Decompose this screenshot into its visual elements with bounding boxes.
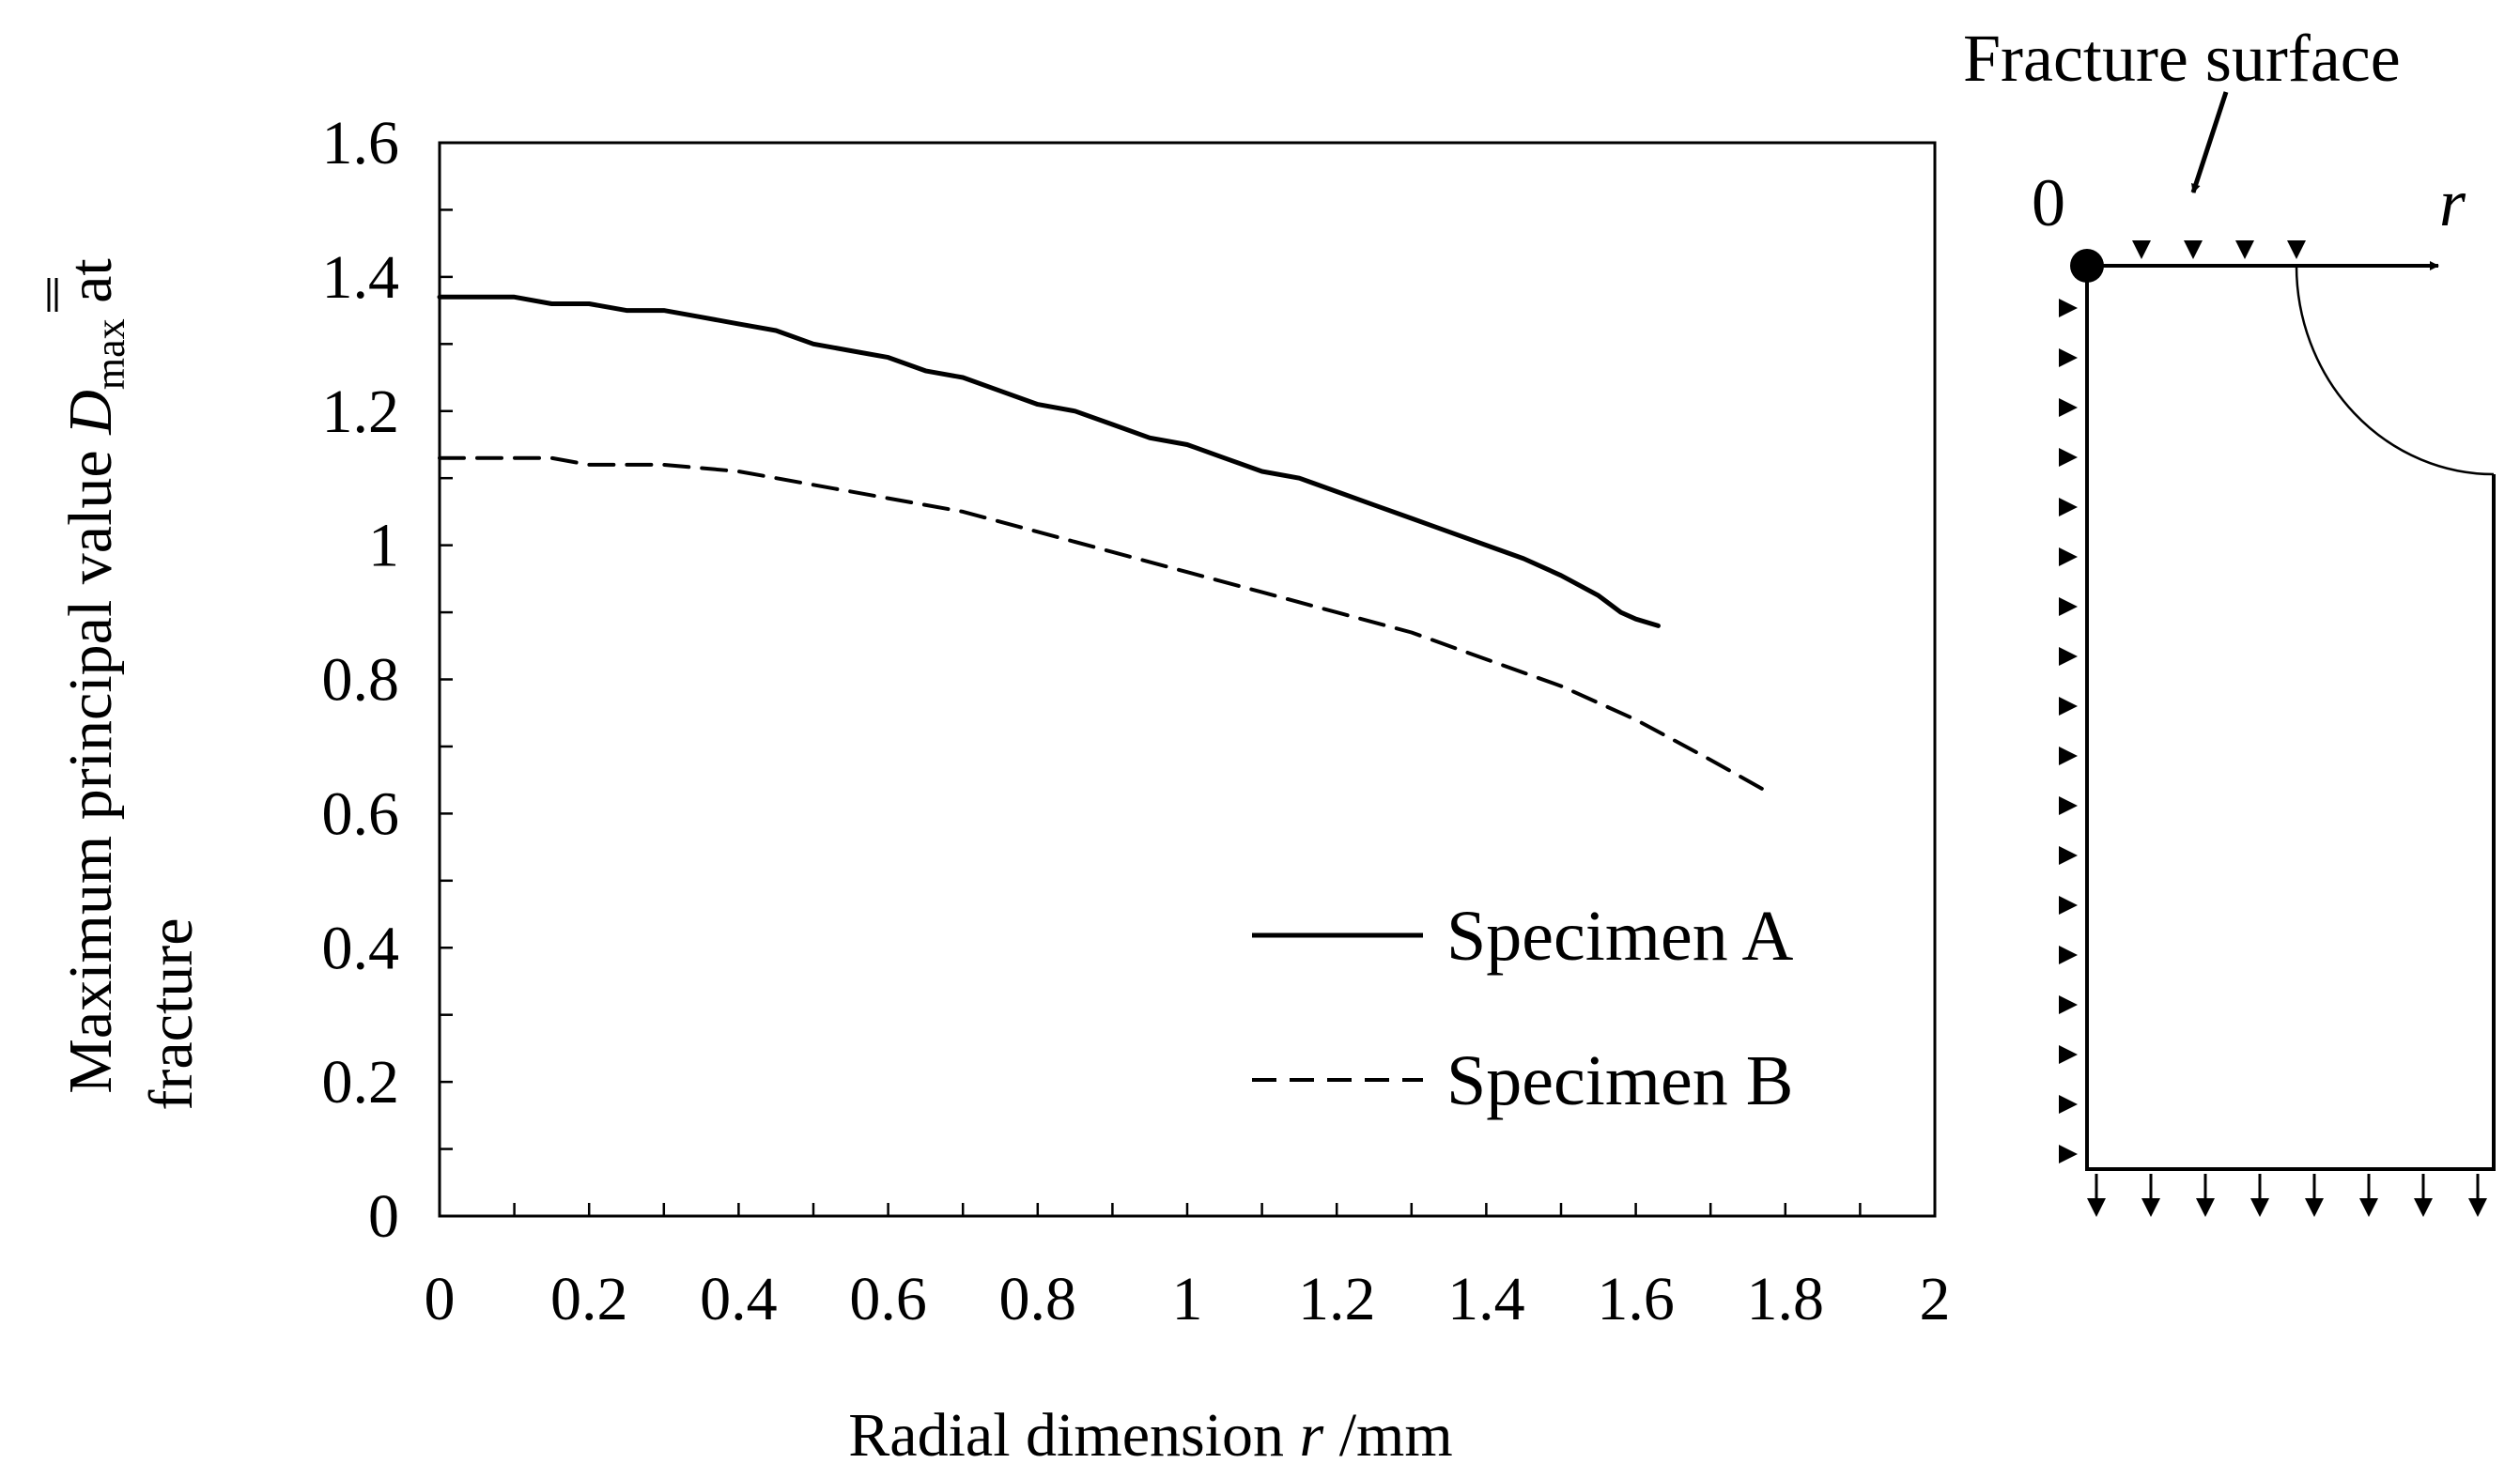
y-tick-label: 1.4 [322,243,400,312]
load-arrow-head [2359,1198,2378,1217]
x-axis-ticks [438,1203,1937,1216]
notch-arc [2295,265,2495,476]
series-line-specimen-a [437,294,1661,628]
specimen-outline [2085,266,2496,1171]
y-axis-title-line-1: Maximum principal value Dmax at [56,258,133,1094]
load-arrow-head [2468,1198,2487,1217]
y-tick-label: 1.2 [322,377,400,446]
y-axis-title: Maximum principal value Dmax at fracture [47,258,206,1111]
top-boundary-triangle [2132,240,2151,259]
bottom-load-arrows [2087,1174,2487,1217]
fracture-surface-label: Fracture surface [1963,21,2401,96]
left-boundary-triangle [2059,299,2078,317]
left-boundary-triangle [2059,1095,2078,1114]
series-lines [437,294,1772,795]
fracture-surface-pointer-arrow [2190,91,2229,193]
x-axis-title: Radial dimension r /mm [848,1401,1452,1470]
r-axis-label: r [2439,165,2466,240]
load-arrow-head [2250,1198,2269,1217]
load-arrow-head [2087,1198,2106,1217]
left-boundary-triangle [2059,597,2078,616]
left-boundary-triangle [2059,498,2078,516]
y-tick-label: 0.4 [322,914,400,982]
y-tick-label: 0.6 [322,779,400,848]
y-tick-label: 1.6 [322,109,400,177]
left-boundary-triangle [2059,796,2078,815]
left-boundary-triangle [2059,448,2078,467]
origin-label: 0 [2032,165,2065,240]
left-boundary-triangle [2059,995,2078,1014]
left-boundary-triangle [2059,896,2078,915]
x-tick-label: 0.8 [999,1265,1077,1333]
chart: 0 0.2 0.4 0.6 0.8 1 1.2 1.4 1.6 0 0.2 0.4 0.6 0.8 1 1.… [47,109,1951,1470]
legend-label-specimen-a: Specimen A [1446,897,1794,976]
load-arrow-head [2414,1198,2433,1217]
load-arrow-head [2196,1198,2215,1217]
y-axis-title-line-2: fracture [137,917,206,1110]
x-tick-label: 1.6 [1597,1265,1675,1333]
left-boundary-triangle [2059,1145,2078,1163]
left-boundary-triangle [2059,697,2078,716]
x-tick-label: 0.4 [700,1265,778,1333]
left-boundary-triangle [2059,647,2078,666]
top-boundary-triangle [2287,240,2306,259]
x-tick-label: 0.2 [550,1265,628,1333]
legend-label-specimen-b: Specimen B [1446,1041,1793,1120]
left-boundary-triangle [2059,348,2078,367]
x-tick-label: 0 [425,1265,456,1333]
x-tick-label: 1.4 [1447,1265,1525,1333]
legend: Specimen A Specimen B [1252,897,1794,1120]
x-tick-label: 1.8 [1747,1265,1825,1333]
left-boundary-triangle [2059,1045,2078,1064]
y-tick-label: 0 [368,1182,399,1251]
x-axis-tick-labels: 0 0.2 0.4 0.6 0.8 1 1.2 1.4 1.6 1.8 2 [425,1265,1951,1333]
load-arrow-head [2305,1198,2324,1217]
top-boundary-triangle [2184,240,2203,259]
specimen-diagram: Fracture surface 0 r [1963,21,2496,1217]
y-tick-label: 0.2 [322,1048,400,1117]
y-tick-label: 0.8 [322,646,400,715]
x-tick-label: 0.6 [849,1265,927,1333]
x-tick-label: 1 [1172,1265,1203,1333]
series-line-specimen-b [438,455,1772,795]
left-boundary-triangle [2059,747,2078,765]
top-boundary-triangle [2235,240,2254,259]
left-boundary-triangle [2059,946,2078,964]
left-boundary-triangle [2059,547,2078,566]
x-tick-label: 1.2 [1298,1265,1376,1333]
top-boundary-triangles [2132,240,2306,259]
left-boundary-triangle [2059,398,2078,417]
y-axis-ticks [440,141,453,1218]
y-axis-tick-labels: 0 0.2 0.4 0.6 0.8 1 1.2 1.4 1.6 [322,109,400,1251]
left-boundary-triangle [2059,846,2078,865]
x-tick-label: 2 [1920,1265,1951,1333]
left-boundary-triangles [2059,299,2078,1163]
y-tick-label: 1 [368,512,399,580]
load-arrow-head [2141,1198,2160,1217]
